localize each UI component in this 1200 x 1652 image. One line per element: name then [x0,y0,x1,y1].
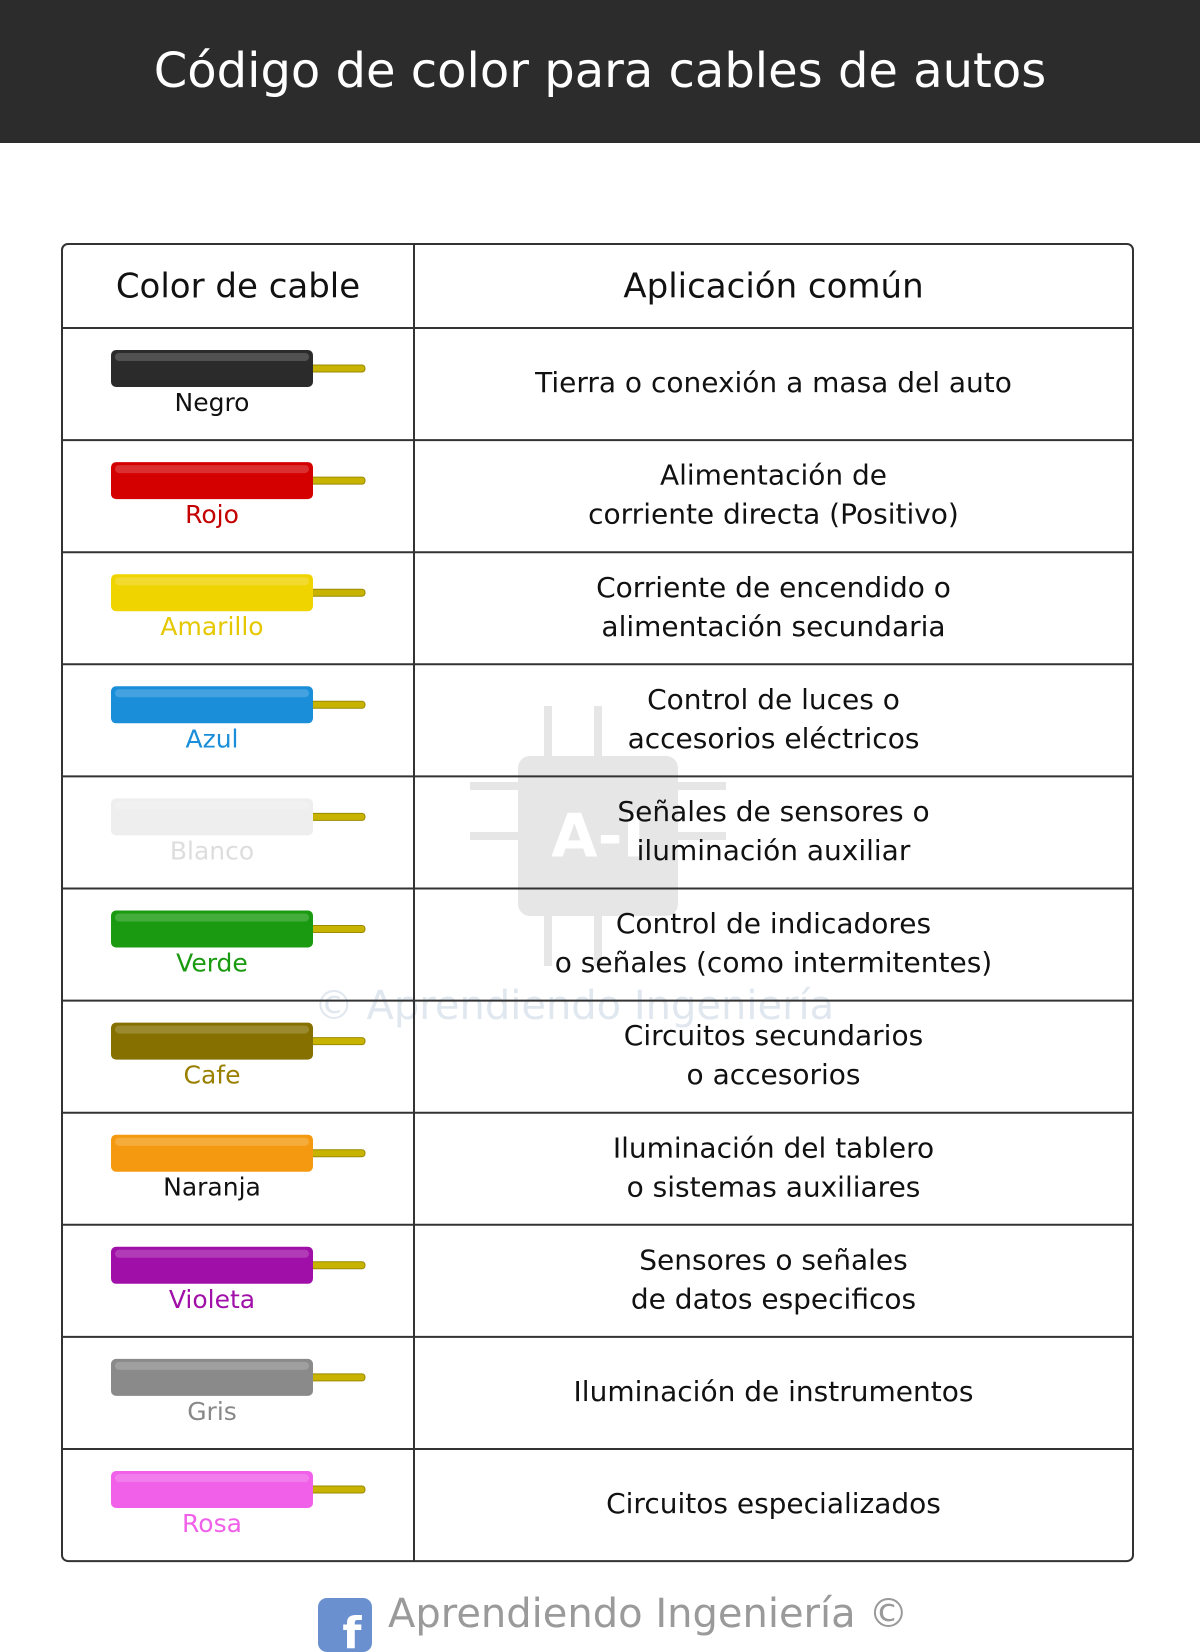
application-text: Alimentación de [660,459,887,492]
application-text: corriente directa (Positivo) [588,498,959,531]
facebook-icon [318,1598,372,1652]
application-text: Tierra o conexión a masa del auto [534,366,1012,399]
application-text: Circuitos especializados [606,1487,941,1520]
cable-shine [115,465,309,474]
cable-body [111,1134,313,1172]
cable-pin [304,700,366,709]
cable-pin [304,476,366,485]
cable-body [111,1358,313,1396]
cable-shine [115,1361,309,1370]
application-text: de datos especificos [631,1282,916,1315]
cable-label: Amarillo [160,612,263,641]
cable-label: Rosa [182,1509,242,1538]
cable-pin [304,812,366,821]
cable-shine [115,689,309,698]
cable-shine [115,801,309,810]
cable-label: Rojo [185,500,239,529]
cable-pin [304,364,366,373]
cable-label: Negro [175,388,250,417]
cable-body [111,1471,313,1508]
cable-pin [304,1485,366,1494]
application-text: iluminación auxiliar [637,834,911,867]
watermark-text: © Aprendiendo Ingeniería [314,983,834,1029]
watermark: A-I © Aprendiendo Ingeniería [314,706,834,1029]
cable-pin [304,1261,366,1270]
application-text: o sistemas auxiliares [627,1170,921,1203]
application-text: Señales de sensores o [617,795,929,828]
application-text: Circuitos secundarios [624,1019,923,1052]
cable-body [111,1022,313,1060]
column-header: Color de cable [116,267,360,307]
cable-pin [304,1149,366,1158]
cable-label: Azul [185,724,238,753]
cable-label: Blanco [170,836,254,865]
watermark-chip [518,756,678,916]
application-text: Iluminación del tablero [613,1131,934,1164]
cable-pin [304,1373,366,1382]
cable-shine [115,353,309,361]
cable-label: Gris [187,1397,237,1426]
cable-shine [115,913,309,922]
facebook-f: f [342,1608,362,1652]
cable-label: Verde [176,949,248,978]
cable-body [111,798,313,836]
footer-text: Aprendiendo Ingeniería © [388,1591,908,1637]
application-text: Control de luces o [647,683,900,716]
application-text: Sensores o señales [639,1243,907,1276]
application-text: Iluminación de instrumentos [574,1375,974,1408]
application-text: accesorios eléctricos [628,722,920,755]
cable-label: Naranja [163,1173,261,1202]
cable-shine [115,1025,309,1034]
watermark-pins [470,706,726,966]
cable-pin [304,588,366,597]
cable-body [111,910,313,948]
cable-shine [115,1137,309,1146]
cable-shine [115,577,309,586]
cable-body [111,686,313,724]
cable-shine [115,1474,309,1482]
table-border [61,243,1134,1563]
header-bar [0,0,1200,143]
cable-body [111,574,313,612]
cable-body [111,350,313,387]
application-text: o señales (como intermitentes) [555,946,992,979]
table: Color de cable Aplicación común Negro Tierr… [61,243,1134,1563]
cable-pin [304,1037,366,1046]
column-header: Aplicación común [623,267,923,307]
cable-label: Cafe [184,1061,241,1090]
application-text: alimentación secundaria [601,610,945,643]
title: Código de color para cables de autos [154,43,1046,99]
cable-shine [115,1249,309,1258]
cable-label: Violeta [169,1285,255,1314]
application-text: Control de indicadores [616,907,931,940]
application-text: Corriente de encendido o [596,571,951,604]
watermark-logo: A-I [551,802,645,872]
application-text: o accesorios [687,1058,861,1091]
cable-body [111,1246,313,1284]
cable-pin [304,925,366,933]
cable-body [111,462,313,500]
